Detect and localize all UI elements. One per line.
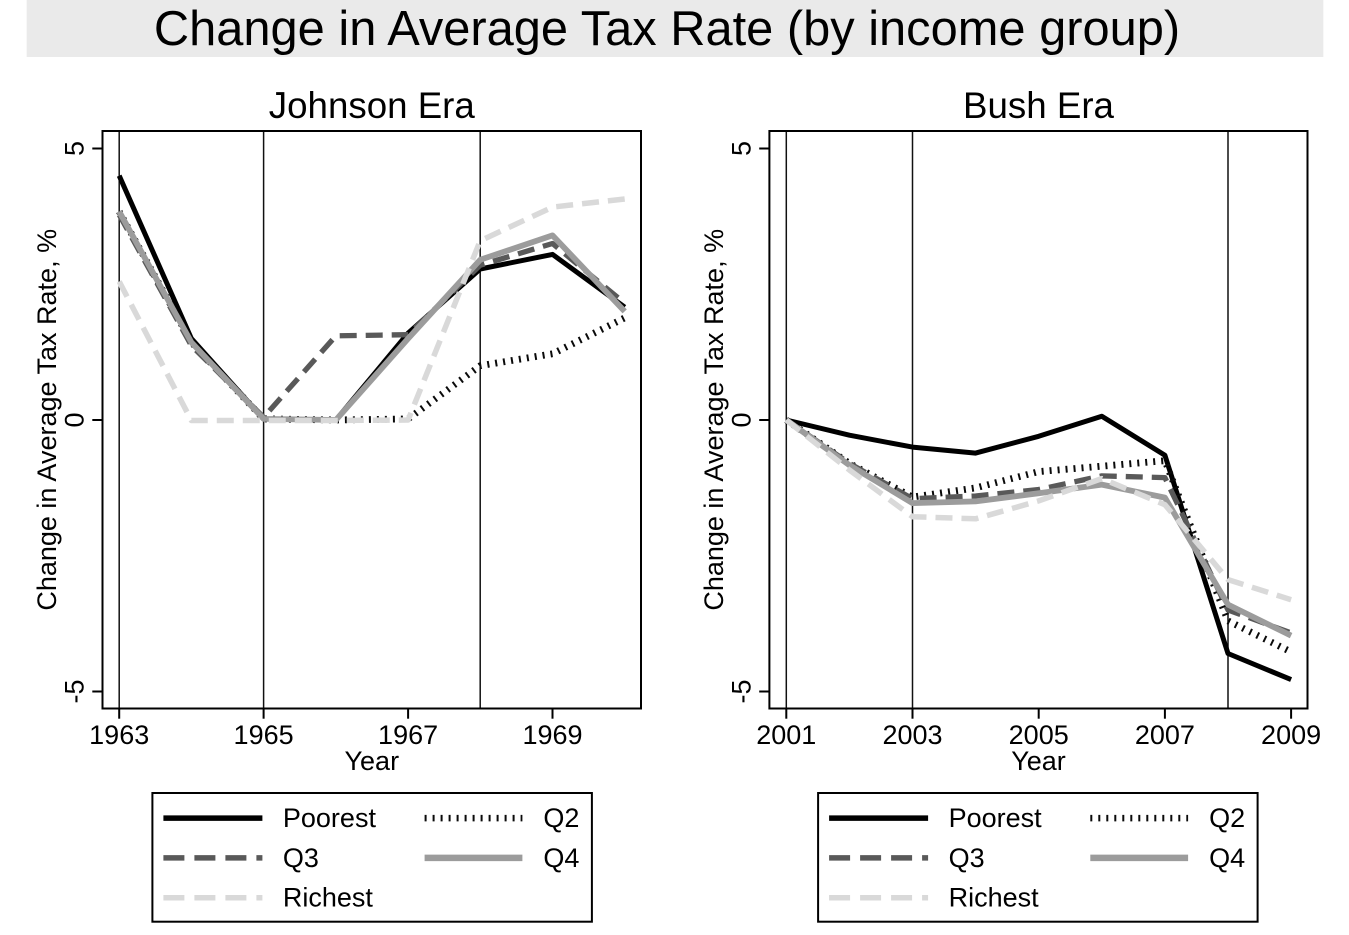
svg-text:0: 0 [726, 412, 756, 427]
svg-text:2007: 2007 [1135, 720, 1195, 750]
svg-text:2005: 2005 [1009, 720, 1069, 750]
svg-text:Poorest: Poorest [949, 803, 1043, 833]
svg-text:0: 0 [60, 412, 90, 427]
svg-text:1965: 1965 [234, 720, 294, 750]
svg-text:1967: 1967 [378, 720, 438, 750]
svg-text:1963: 1963 [89, 720, 149, 750]
svg-text:5: 5 [60, 141, 90, 156]
svg-text:Change in Average Tax Rate, %: Change in Average Tax Rate, % [32, 229, 62, 611]
svg-text:-5: -5 [726, 679, 756, 703]
svg-text:Year: Year [1011, 746, 1066, 776]
svg-text:Q2: Q2 [1209, 803, 1245, 833]
svg-text:Richest: Richest [283, 883, 374, 913]
svg-text:1969: 1969 [522, 720, 582, 750]
svg-text:Q3: Q3 [283, 843, 319, 873]
svg-text:Q2: Q2 [543, 803, 579, 833]
svg-text:5: 5 [726, 141, 756, 156]
svg-text:Poorest: Poorest [283, 803, 377, 833]
svg-text:Change in Average Tax Rate, %: Change in Average Tax Rate, % [699, 229, 729, 611]
svg-text:-5: -5 [60, 679, 90, 703]
svg-text:Bush Era: Bush Era [963, 85, 1115, 126]
svg-text:2003: 2003 [882, 720, 942, 750]
svg-text:Q3: Q3 [949, 843, 985, 873]
svg-text:Richest: Richest [949, 883, 1040, 913]
svg-text:Change in Average Tax Rate (by: Change in Average Tax Rate (by income gr… [154, 2, 1180, 56]
svg-text:2001: 2001 [756, 720, 816, 750]
svg-text:Q4: Q4 [543, 843, 579, 873]
svg-text:Year: Year [345, 746, 400, 776]
svg-text:Johnson Era: Johnson Era [269, 85, 476, 126]
svg-text:2009: 2009 [1261, 720, 1321, 750]
svg-text:Q4: Q4 [1209, 843, 1245, 873]
